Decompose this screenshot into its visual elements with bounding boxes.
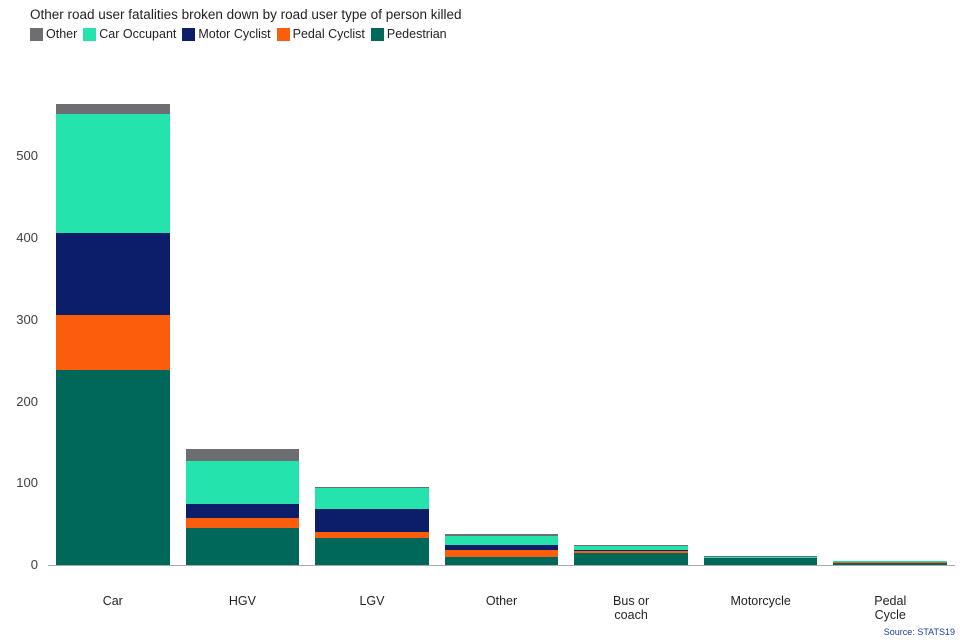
- legend-swatch-icon: [276, 27, 290, 41]
- bar-segment-pedal-cyclist: [574, 551, 688, 553]
- bar-segment-pedestrian: [185, 528, 300, 565]
- bar-segment-motor-cyclist: [444, 544, 559, 551]
- bar-segment-motor-cyclist: [574, 549, 688, 552]
- y-tick-label: 400: [16, 230, 38, 246]
- legend-item-pedal-cyclist: Pedal Cyclist: [276, 27, 365, 41]
- legend-label: Pedestrian: [386, 27, 447, 41]
- bar-lgv: [315, 487, 429, 565]
- bars: [48, 96, 955, 565]
- bar-segment-other: [444, 533, 559, 536]
- x-axis: Car HGV LGV Other Bus or coach Motorcycle Peda…: [48, 594, 955, 622]
- bar-segment-pedal-cyclist: [185, 518, 300, 529]
- bar-segment-pedestrian: [574, 552, 688, 565]
- x-axis-label-car: Car: [102, 594, 123, 608]
- legend-swatch-icon: [83, 27, 97, 41]
- bar-segment-pedal-cyclist: [444, 550, 559, 557]
- bar-car: [56, 104, 170, 565]
- legend-item-other: Other: [30, 27, 77, 41]
- legend-label: Car Occupant: [99, 27, 177, 41]
- x-axis-label-pedal-cycle: Pedal Cycle: [874, 594, 907, 622]
- legend-swatch-icon: [30, 27, 43, 41]
- source-label: Source: STATS19: [883, 627, 955, 637]
- bar-segment-pedal-cyclist: [833, 561, 948, 563]
- bar-segment-pedestrian: [315, 538, 429, 565]
- bar-segment-car-occupant: [833, 560, 948, 562]
- bar-segment-car-occupant: [56, 113, 170, 234]
- x-axis-label-bus-or-coach: Bus or coach: [613, 594, 650, 622]
- bar-segment-car-occupant: [185, 461, 300, 504]
- bar-other: [444, 533, 559, 565]
- bar-segment-other: [185, 448, 300, 462]
- bar-segment-motor-cyclist: [185, 503, 300, 519]
- legend: Other Car Occupant Motor Cyclist Pedal Cycl…: [30, 27, 453, 41]
- bar-segment-pedal-cyclist: [315, 531, 429, 539]
- bar-bus-or-coach: [574, 545, 688, 565]
- bar-segment-other: [703, 556, 818, 557]
- y-tick-label: 500: [16, 148, 38, 164]
- x-axis-label-other: Other: [485, 594, 518, 608]
- y-tick-label: 200: [16, 393, 38, 409]
- bar-segment-pedestrian: [444, 556, 559, 565]
- bar-segment-other: [315, 487, 429, 489]
- plot-area: 0 100 200 300 400 500: [16, 96, 955, 572]
- x-axis-label-lgv: LGV: [359, 594, 385, 608]
- bar-segment-car-occupant: [315, 488, 429, 509]
- legend-item-pedestrian: Pedestrian: [370, 27, 447, 41]
- bar-segment-car-occupant: [444, 535, 559, 545]
- legend-label: Motor Cyclist: [198, 27, 271, 41]
- legend-swatch-icon: [182, 27, 196, 41]
- bar-segment-pedal-cyclist: [703, 557, 818, 559]
- bar-segment-pedestrian: [56, 370, 170, 565]
- x-axis-label-hgv: HGV: [228, 594, 256, 608]
- bar-segment-motor-cyclist: [315, 508, 429, 532]
- bar-segment-pedal-cyclist: [56, 314, 170, 371]
- chart-title: Other road user fatalities broken down b…: [30, 7, 462, 22]
- bar-segment-car-occupant: [703, 556, 818, 558]
- bar-segment-other: [56, 104, 170, 114]
- legend-item-motor-cyclist: Motor Cyclist: [182, 27, 271, 41]
- bar-segment-car-occupant: [574, 546, 688, 550]
- legend-label: Pedal Cyclist: [292, 27, 365, 41]
- legend-label: Other: [46, 27, 78, 41]
- legend-swatch-icon: [370, 27, 384, 41]
- bar-segment-pedestrian: [833, 562, 948, 565]
- y-tick-label: 300: [16, 311, 38, 327]
- y-tick-label: 0: [30, 557, 38, 572]
- x-axis-label-motorcycle: Motorcycle: [730, 594, 791, 608]
- bar-segment-other: [574, 545, 688, 547]
- bar-segment-pedestrian: [703, 558, 818, 565]
- legend-item-car-occupant: Car Occupant: [83, 27, 176, 41]
- bar-segment-motor-cyclist: [56, 233, 170, 315]
- bar-motorcycle: [703, 556, 818, 565]
- bar-pedal-cycle: [833, 560, 948, 565]
- y-tick-label: 100: [16, 475, 38, 491]
- bar-hgv: [185, 448, 300, 565]
